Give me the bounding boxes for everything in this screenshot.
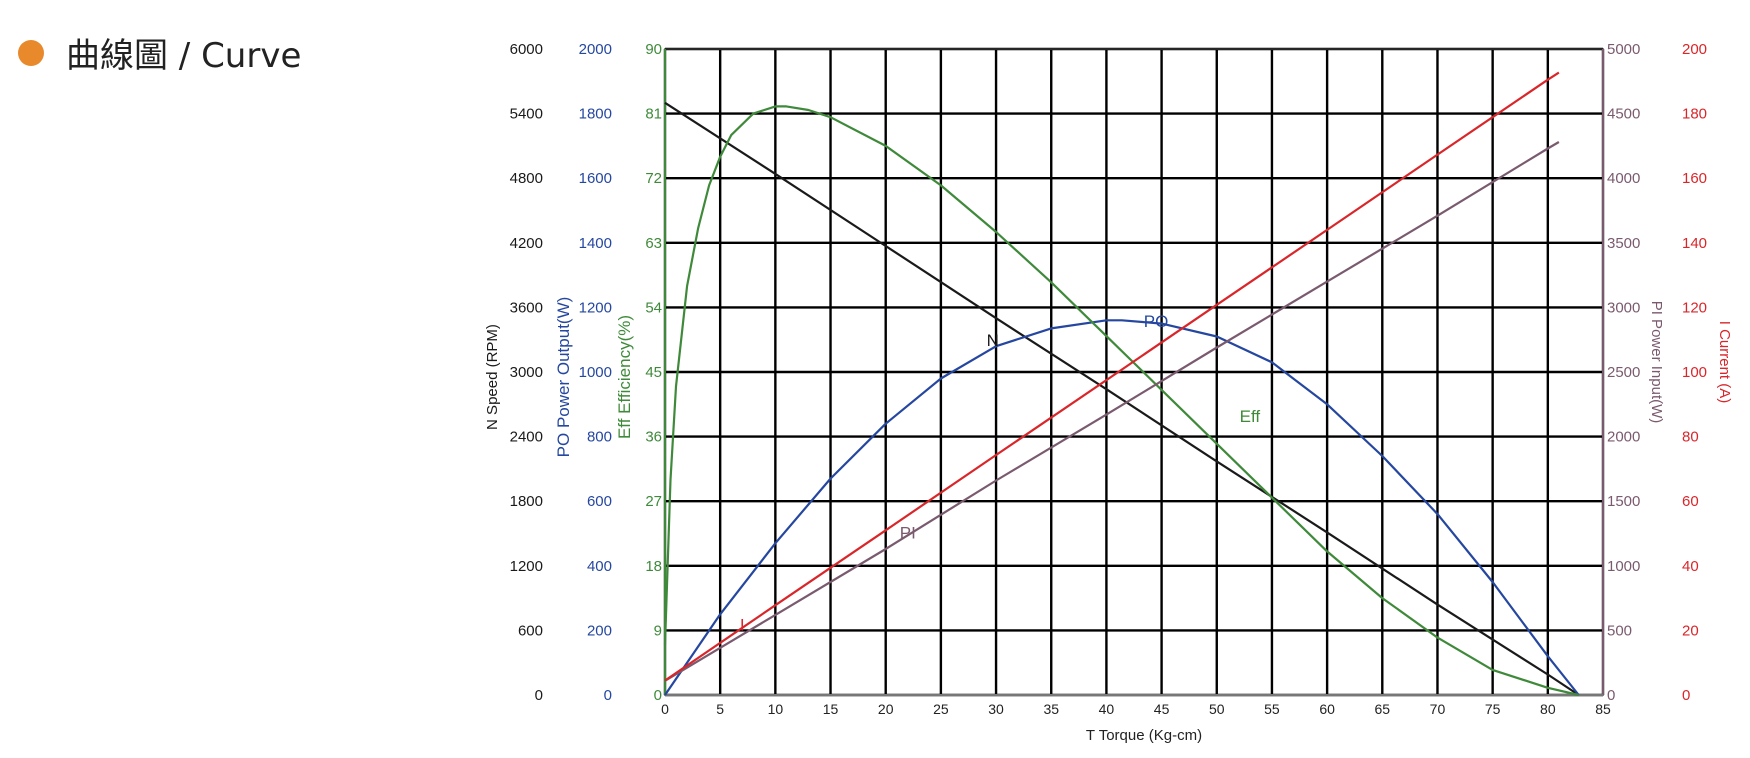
y-tick-label-speed: 2400	[510, 429, 543, 446]
y-tick-label-power_output: 1400	[579, 235, 612, 252]
y-axis-title-current: I Current (A)	[1716, 321, 1733, 404]
y-tick-label-power_input: 0	[1607, 687, 1615, 704]
y-tick-label-efficiency: 90	[645, 41, 662, 58]
y-tick-label-efficiency: 36	[645, 429, 662, 446]
curve-label-i: I	[740, 615, 745, 634]
y-tick-label-speed: 0	[535, 687, 543, 704]
y-tick-label-speed: 3000	[510, 364, 543, 381]
section-title: 曲線圖 / Curve	[66, 36, 302, 76]
y-tick-label-power_output: 400	[587, 558, 612, 575]
y-tick-label-power_input: 4000	[1607, 170, 1640, 187]
y-tick-label-power_output: 1600	[579, 170, 612, 187]
y-tick-label-current: 120	[1682, 299, 1707, 316]
series-line-eff	[663, 105, 1579, 697]
x-tick-label: 75	[1485, 701, 1501, 717]
y-axis-title-power_output: PO Power Output(W)	[554, 297, 573, 458]
y-axis-title-power_input: PI Power Input(W)	[1648, 301, 1665, 424]
x-tick-label: 45	[1154, 701, 1170, 717]
y-tick-label-speed: 4200	[510, 235, 543, 252]
y-tick-label-power_input: 3000	[1607, 299, 1640, 316]
y-axis-title-speed: N Speed (RPM)	[484, 324, 501, 430]
curve-label-eff: Eff	[1240, 407, 1261, 426]
y-tick-label-power_input: 1500	[1607, 493, 1640, 510]
y-tick-label-current: 60	[1682, 493, 1699, 510]
y-tick-label-speed: 1800	[510, 493, 543, 510]
x-tick-label: 25	[933, 701, 949, 717]
y-tick-label-power_input: 3500	[1607, 235, 1640, 252]
section-header: 曲線圖 / Curve	[18, 28, 301, 77]
y-tick-label-power_input: 2500	[1607, 364, 1640, 381]
y-tick-label-speed: 4800	[510, 170, 543, 187]
y-tick-label-speed: 5400	[510, 106, 543, 123]
x-tick-label: 70	[1430, 701, 1446, 717]
x-tick-label: 80	[1540, 701, 1556, 717]
y-tick-label-power_output: 0	[604, 687, 612, 704]
y-tick-label-efficiency: 45	[645, 364, 662, 381]
y-tick-label-power_input: 2000	[1607, 429, 1640, 446]
y-tick-label-current: 140	[1682, 235, 1707, 252]
series-line-i	[664, 71, 1560, 682]
y-tick-label-power_output: 1000	[579, 364, 612, 381]
x-tick-label: 55	[1264, 701, 1280, 717]
y-tick-label-efficiency: 81	[645, 106, 662, 123]
y-tick-label-efficiency: 0	[654, 687, 662, 704]
y-tick-label-efficiency: 54	[645, 299, 662, 316]
curve-label-n: N	[987, 331, 999, 350]
series-line-n	[664, 101, 1580, 696]
bullet-dot-icon	[18, 39, 44, 66]
x-axis-title: T Torque (Kg-cm)	[1086, 727, 1202, 744]
x-tick-label: 5	[716, 701, 724, 717]
x-tick-label: 50	[1209, 701, 1225, 717]
series-line-pi	[664, 141, 1560, 682]
x-tick-label: 35	[1043, 701, 1059, 717]
x-tick-label: 0	[661, 701, 669, 717]
y-tick-label-current: 180	[1682, 106, 1707, 123]
y-tick-label-speed: 1200	[510, 558, 543, 575]
x-tick-label: 20	[878, 701, 894, 717]
y-tick-label-current: 160	[1682, 170, 1707, 187]
curve-label-po: PO	[1144, 312, 1169, 331]
y-tick-label-speed: 6000	[510, 41, 543, 58]
y-tick-label-power_output: 800	[587, 429, 612, 446]
y-tick-label-power_input: 1000	[1607, 558, 1640, 575]
y-tick-label-current: 40	[1682, 558, 1699, 575]
x-tick-label: 60	[1319, 701, 1335, 717]
y-tick-label-power_input: 5000	[1607, 41, 1640, 58]
y-tick-label-speed: 600	[518, 622, 543, 639]
y-tick-label-efficiency: 18	[645, 558, 662, 575]
y-tick-label-current: 0	[1682, 687, 1690, 704]
y-tick-label-efficiency: 72	[645, 170, 662, 187]
series-line-po	[664, 319, 1580, 696]
y-tick-label-power_output: 200	[587, 622, 612, 639]
y-tick-label-power_input: 500	[1607, 622, 1632, 639]
x-tick-label: 10	[768, 701, 784, 717]
y-tick-label-power_output: 600	[587, 493, 612, 510]
y-tick-label-power_output: 1200	[579, 299, 612, 316]
y-tick-label-efficiency: 27	[645, 493, 662, 510]
y-tick-label-current: 100	[1682, 364, 1707, 381]
curve-label-pi: PI	[900, 524, 916, 543]
y-tick-label-efficiency: 9	[654, 622, 662, 639]
y-tick-label-efficiency: 63	[645, 235, 662, 252]
y-tick-label-speed: 3600	[510, 299, 543, 316]
y-axis-title-efficiency: Eff Efficiency(%)	[615, 315, 634, 439]
y-tick-label-power_output: 2000	[579, 41, 612, 58]
x-tick-label: 40	[1099, 701, 1115, 717]
y-tick-label-current: 80	[1682, 429, 1699, 446]
y-tick-label-power_output: 1800	[579, 106, 612, 123]
x-tick-label: 15	[823, 701, 839, 717]
x-tick-label: 65	[1375, 701, 1391, 717]
x-tick-label: 85	[1595, 701, 1611, 717]
y-tick-label-current: 20	[1682, 622, 1699, 639]
x-tick-label: 30	[988, 701, 1004, 717]
y-tick-label-power_input: 4500	[1607, 106, 1640, 123]
y-tick-label-current: 200	[1682, 41, 1707, 58]
